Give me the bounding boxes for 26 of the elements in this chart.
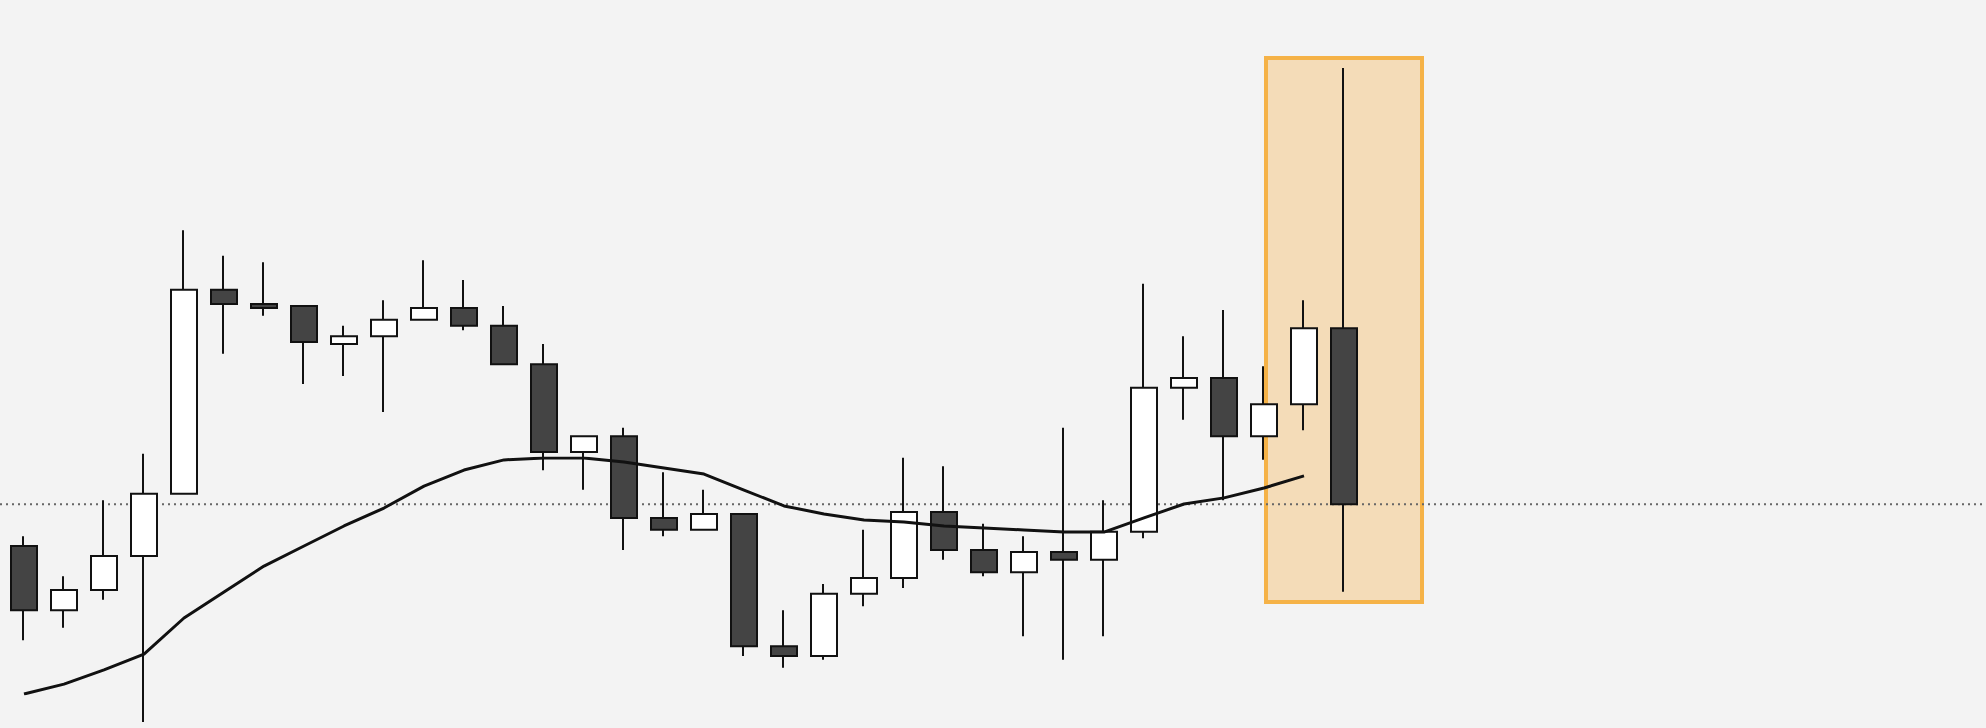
candlestick [930,465,958,561]
candlestick [450,278,478,332]
candlestick [810,583,838,661]
candlestick [210,254,238,355]
candlestick [50,575,78,629]
candlestick [730,513,758,657]
candlestick [690,488,718,531]
candlestick [650,471,678,538]
candlestick [1090,499,1118,638]
candlestick [490,305,518,366]
candlestick [170,229,198,495]
candlestick [370,299,398,413]
candlestick [1010,535,1038,638]
candlestick [970,522,998,578]
candlestick [410,259,438,321]
candlestick [90,499,118,601]
candlestick [1250,365,1278,461]
candlestick [1290,299,1318,432]
candlestick [290,305,318,385]
candlestick [1330,67,1358,593]
candlestick [330,324,358,378]
candlestick [770,609,798,669]
candlestick [1170,335,1198,421]
candlestick [850,528,878,608]
candlestick [10,535,38,642]
candlestick [250,261,278,317]
